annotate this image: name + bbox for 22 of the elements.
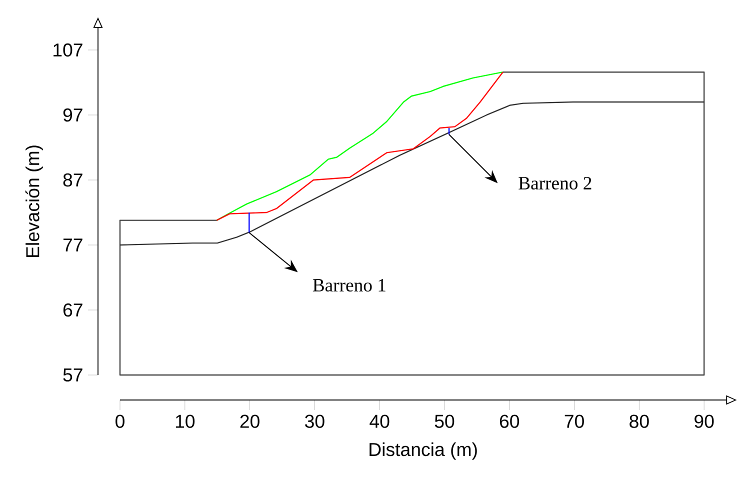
x-tick-label: 40 <box>370 414 390 428</box>
y-tick-label: 57 <box>63 368 82 382</box>
y-tick-label: 107 <box>54 43 82 57</box>
x-tick-label: 60 <box>500 414 520 428</box>
annotation: Barreno 1 <box>312 279 386 292</box>
line-series <box>119 101 705 246</box>
x-axis-title: Distancia (m) <box>370 442 477 460</box>
x-tick-label: 0 <box>116 414 124 428</box>
x-tick-label: 20 <box>240 414 260 428</box>
x-tick-label: 10 <box>176 414 195 428</box>
annotation: Barreno 2 <box>518 176 592 190</box>
y-tick-label: 77 <box>63 238 82 252</box>
line-series <box>216 71 504 221</box>
x-tick-label: 90 <box>694 414 714 428</box>
x-tick-label: 30 <box>305 414 324 428</box>
y-tick-label: 87 <box>63 173 82 187</box>
x-tick-label: 80 <box>630 414 649 428</box>
y-axis-title: Elevación (m) <box>25 146 43 257</box>
y-tick-label: 67 <box>63 303 82 317</box>
y-tick-label: 97 <box>63 108 82 122</box>
x-tick-label: 70 <box>564 414 584 428</box>
x-tick-label: 50 <box>434 414 454 428</box>
